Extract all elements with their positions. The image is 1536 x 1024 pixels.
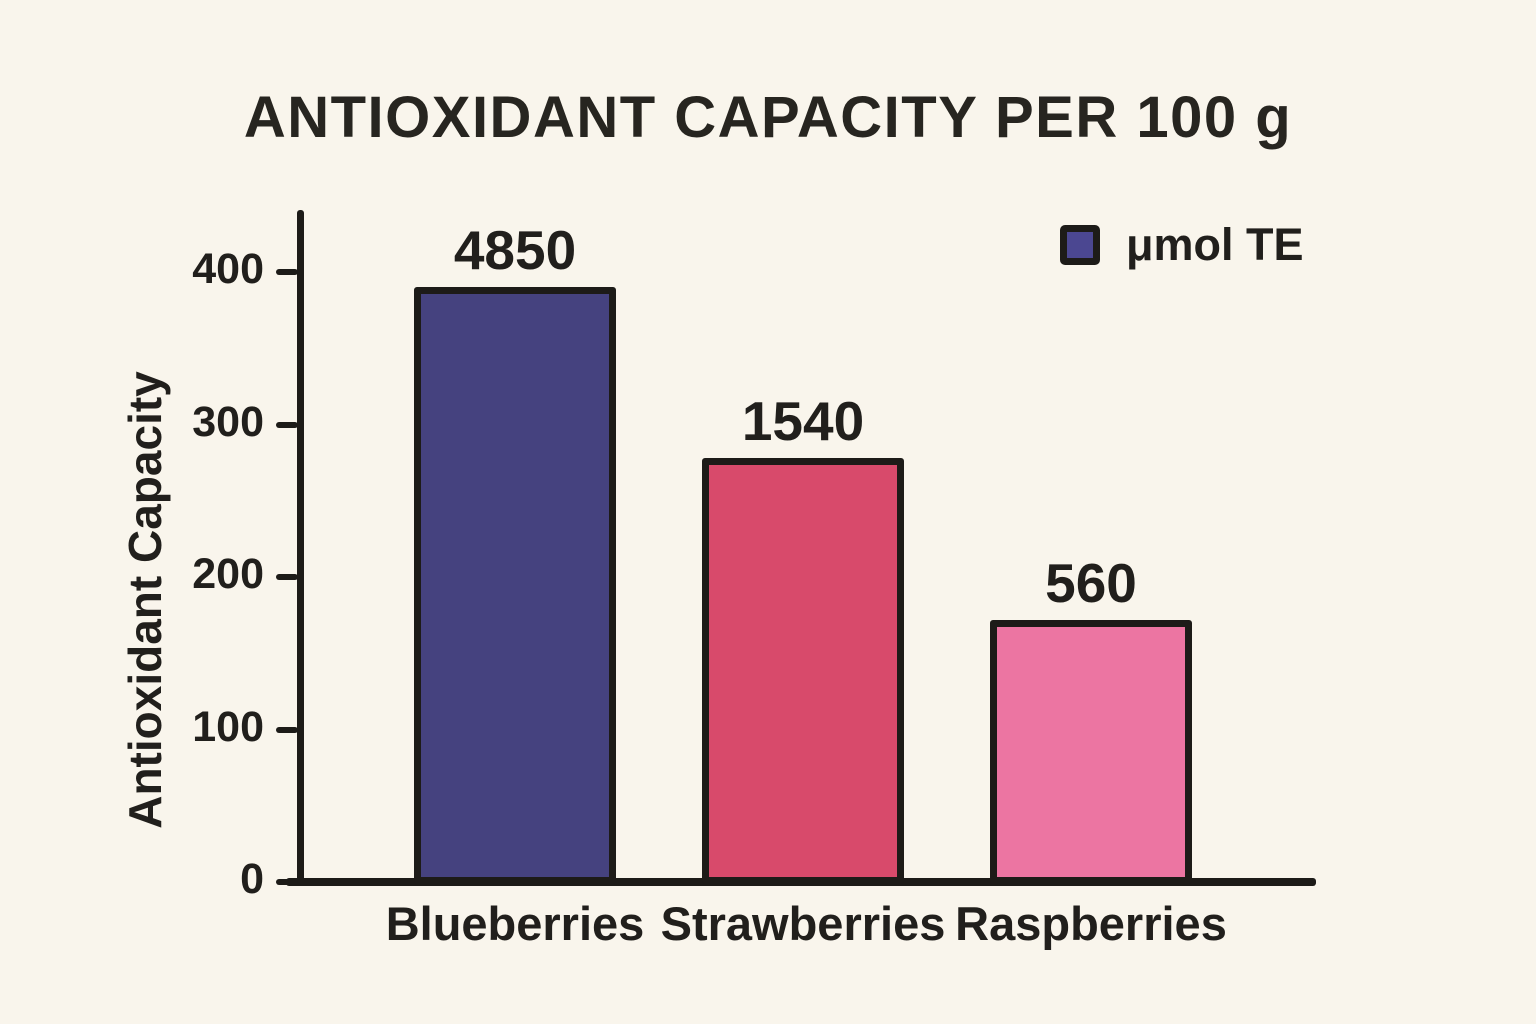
category-label-strawberries: Strawberries (660, 897, 946, 950)
legend-swatch-icon (1060, 224, 1100, 265)
bar-raspberries (990, 619, 1192, 884)
bar-value-label: 4850 (453, 219, 577, 282)
y-tick-label: 300 (192, 397, 264, 446)
y-tick-mark (276, 879, 298, 885)
y-tick-mark (276, 726, 298, 733)
y-tick-label: 200 (192, 550, 264, 599)
y-tick-mark (276, 574, 298, 580)
y-tick-label: 400 (192, 245, 264, 294)
bar-strawberries (702, 458, 904, 884)
category-label-raspberries: Raspberries (955, 897, 1227, 950)
category-label-blueberries: Blueberries (385, 897, 645, 950)
bar-value-label: 1540 (741, 390, 865, 453)
bar-blueberries (414, 287, 616, 884)
y-tick-mark (276, 421, 298, 428)
y-tick-mark (276, 269, 298, 275)
bar-value-label: 560 (1045, 551, 1137, 614)
y-tick-label: 0 (240, 855, 264, 904)
y-axis-line (297, 210, 304, 886)
chart-title: ANTIOXIDANT CAPACITY PER 100 g (243, 85, 1293, 150)
legend: μmol TE (1060, 222, 1304, 267)
legend-label: μmol TE (1126, 219, 1304, 270)
y-tick-label: 100 (192, 702, 264, 751)
